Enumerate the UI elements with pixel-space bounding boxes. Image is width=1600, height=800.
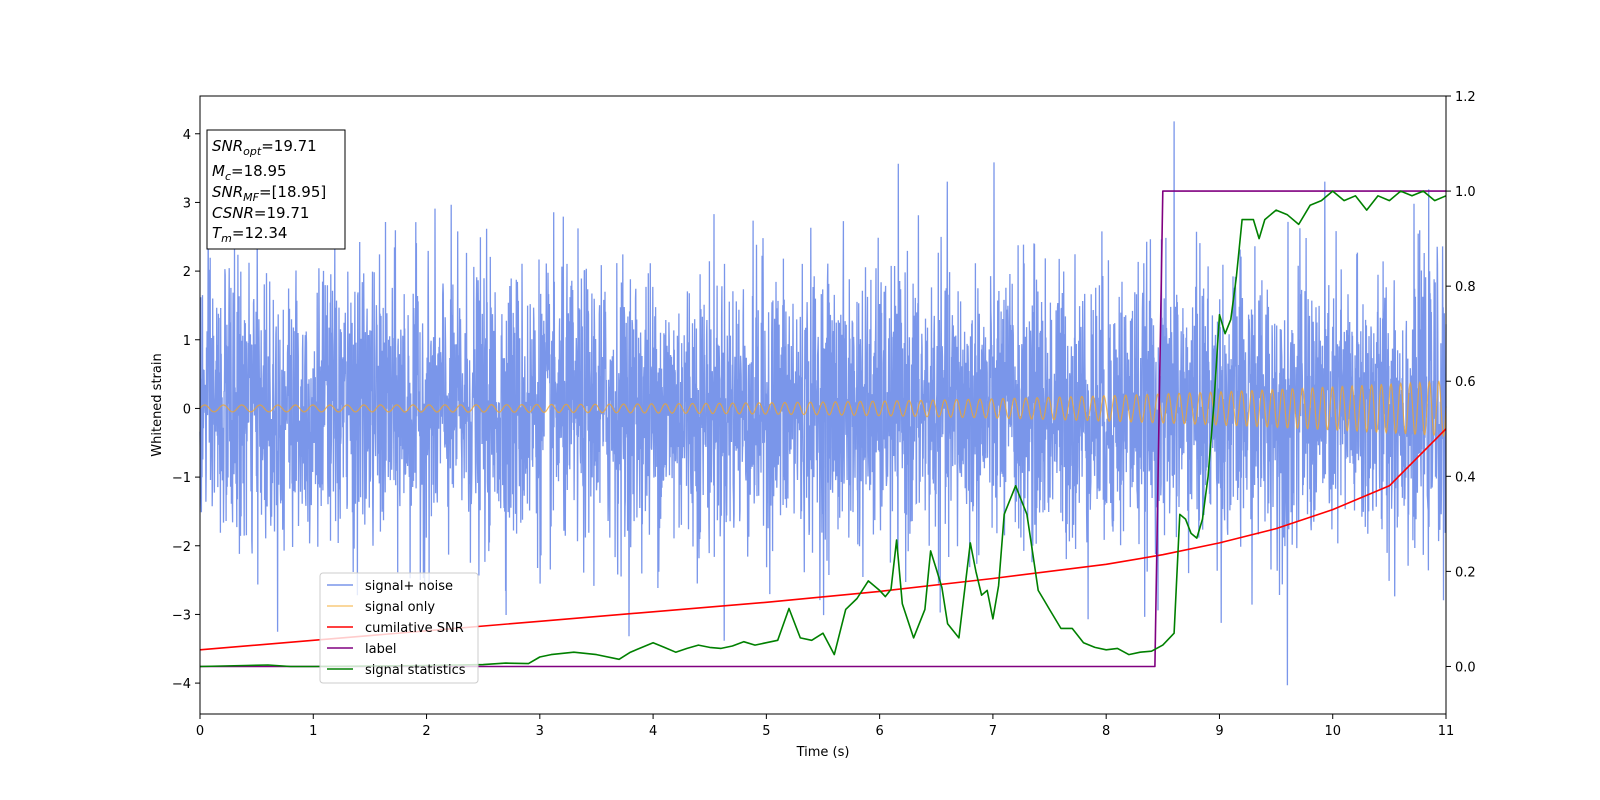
y-tick-label: 3 — [183, 196, 191, 211]
y-tick-label: −4 — [172, 677, 191, 692]
series-signal-noise-line — [199, 121, 1447, 686]
y-axis-label: Whitened strain — [150, 353, 165, 456]
ticks-layer: 0 1 2 3 4 5 6 7 8 9 10 11 −4 −3 −2 −1 0 1 2 3 4 0.0 0.2 0.4 0.6 0… — [172, 90, 1476, 739]
x-tick-label: 10 — [1324, 724, 1341, 739]
plot-frame — [199, 95, 1447, 715]
annotation-line: SNRMF=[18.95] — [212, 183, 326, 204]
legend-frame — [319, 572, 479, 684]
annotation-frame — [206, 129, 346, 250]
x-tick-label: 1 — [309, 724, 317, 739]
y-tick-label: 4 — [183, 128, 191, 143]
x-tick-label: 4 — [649, 724, 657, 739]
x-tick-label: 7 — [989, 724, 997, 739]
y2-tick-label: 0.2 — [1455, 565, 1476, 580]
y2-tick-label: 0.4 — [1455, 470, 1476, 485]
legend-label: signal only — [365, 600, 435, 615]
annotation-line: Tm=12.34 — [212, 224, 287, 245]
y2-tick-label: 0.6 — [1455, 375, 1476, 390]
annotation-line: CSNR=19.71 — [212, 204, 309, 222]
y-tick-label: −3 — [172, 608, 191, 623]
x-tick-label: 8 — [1102, 724, 1110, 739]
x-tick-label: 11 — [1438, 724, 1455, 739]
legend-label: label — [365, 642, 396, 657]
x-tick-label: 9 — [1215, 724, 1223, 739]
y2-tick-label: 1.0 — [1455, 185, 1476, 200]
x-tick-label: 3 — [536, 724, 544, 739]
y-tick-label: −1 — [172, 471, 191, 486]
legend-label: signal statistics — [365, 663, 466, 678]
y-tick-label: −2 — [172, 540, 191, 555]
x-tick-label: 5 — [762, 724, 770, 739]
y-tick-label: 2 — [183, 265, 191, 280]
series-signal-only-line — [199, 380, 1447, 438]
annotation-line: SNRopt=19.71 — [212, 137, 317, 158]
x-tick-label: 0 — [196, 724, 204, 739]
y2-tick-label: 0.0 — [1455, 660, 1476, 675]
annotation-box: SNRopt=19.71 Mc=18.95SNRMF=[18.95]CSNR=19… — [206, 129, 346, 250]
x-tick-label: 6 — [875, 724, 883, 739]
x-tick-label: 2 — [422, 724, 430, 739]
legend-label: cumilative SNR — [365, 621, 464, 636]
x-axis-label: Time (s) — [796, 745, 850, 760]
y-tick-label: 1 — [183, 334, 191, 349]
annotation-line: Mc=18.95 — [212, 162, 287, 183]
y2-tick-label: 0.8 — [1455, 280, 1476, 295]
y2-tick-label: 1.2 — [1455, 90, 1476, 105]
series-label-line — [200, 190, 1446, 668]
y-tick-label: 0 — [183, 402, 191, 417]
legend-label: signal+ noise — [365, 579, 453, 594]
series-signal-statistics-line — [199, 190, 1447, 668]
legend: signal+ noise signal only cumilative SNR la… — [319, 572, 479, 684]
